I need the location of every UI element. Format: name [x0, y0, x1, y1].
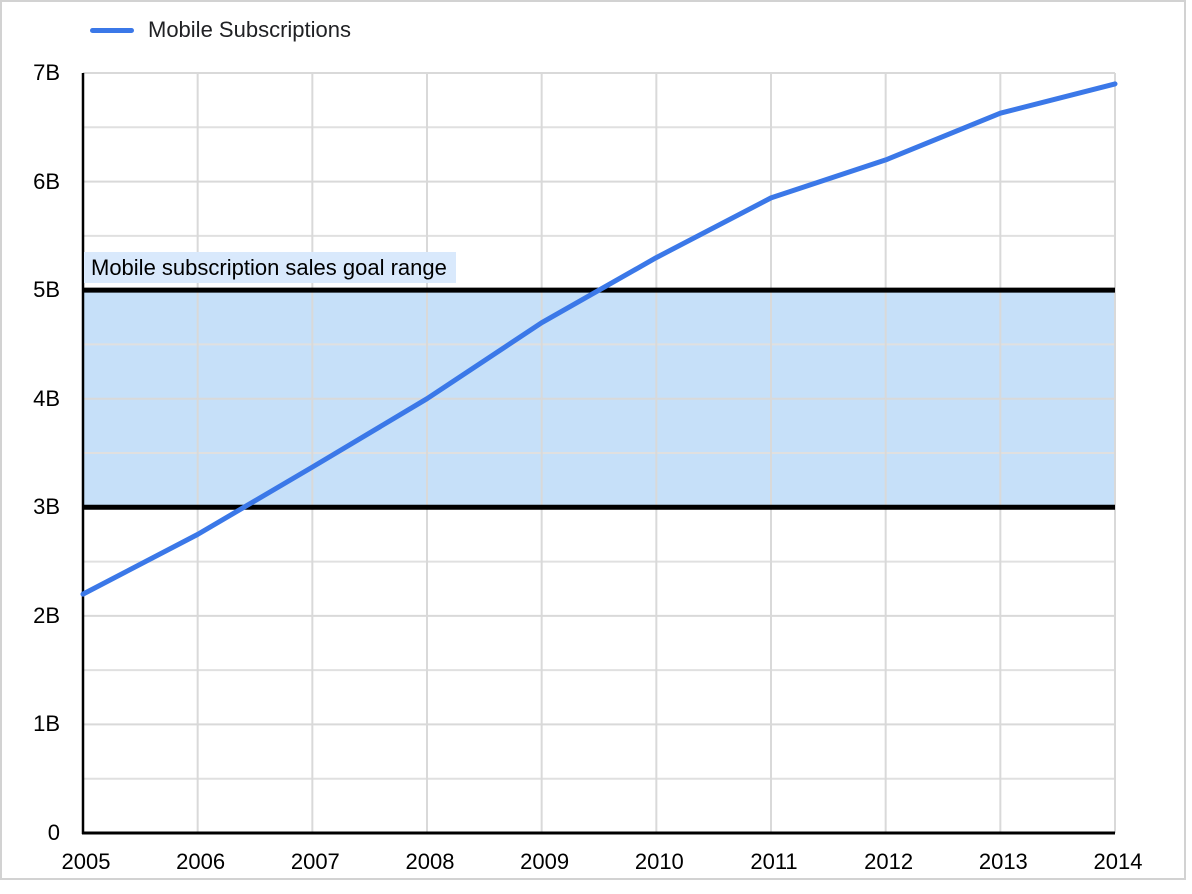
x-axis-tick-label: 2009: [520, 849, 570, 874]
y-axis-tick-label: 2B: [33, 602, 60, 628]
goal-band-label: Mobile subscription sales goal range: [84, 252, 456, 283]
x-axis-tick-label: 2005: [61, 849, 111, 874]
legend: Mobile Subscriptions: [90, 17, 351, 43]
x-axis-tick-label: 2012: [864, 849, 914, 874]
legend-line-swatch: [90, 27, 134, 33]
y-axis-tick-label: 7B: [33, 60, 60, 85]
y-axis-tick-label: 4B: [33, 385, 60, 411]
mobile-subscriptions-line: [80, 81, 1118, 597]
y-axis-tick-label: 0: [47, 820, 60, 845]
x-axis-tick-label: 2010: [634, 849, 684, 874]
y-axis-tick-label: 1B: [33, 711, 60, 737]
x-axis-tick-label: 2006: [176, 849, 226, 874]
legend-label: Mobile Subscriptions: [148, 17, 351, 42]
x-axis-tick-label: 2011: [750, 849, 798, 874]
x-axis-tick-label: 2008: [405, 849, 455, 874]
x-axis-tick-label: 2014: [1093, 849, 1143, 874]
y-axis-tick-label: 3B: [33, 494, 60, 520]
x-axis-tick-label: 2013: [978, 849, 1028, 874]
y-axis-tick-label: 6B: [33, 168, 60, 194]
x-axis-tick-label: 2007: [290, 849, 340, 874]
y-axis-tick-label: 5B: [33, 277, 60, 303]
